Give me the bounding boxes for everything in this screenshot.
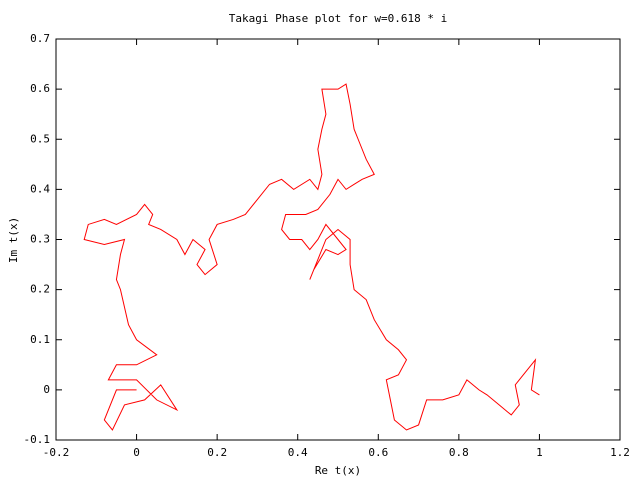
y-tick-label: 0 <box>43 383 50 396</box>
x-tick-label: 0.4 <box>288 446 308 459</box>
y-axis-label: Im t(x) <box>7 217 20 263</box>
y-tick-label: 0.4 <box>30 182 50 195</box>
x-tick-label: 0.8 <box>449 446 469 459</box>
y-tick-label: 0.2 <box>30 283 50 296</box>
y-tick-label: 0.1 <box>30 333 50 346</box>
chart-title: Takagi Phase plot for w=0.618 * i <box>229 12 448 25</box>
x-tick-label: 0.2 <box>207 446 227 459</box>
x-tick-label: 1.2 <box>610 446 630 459</box>
y-tick-label: 0.6 <box>30 82 50 95</box>
x-axis-label: Re t(x) <box>315 464 361 477</box>
x-tick-label: 0 <box>133 446 140 459</box>
x-tick-label: -0.2 <box>43 446 70 459</box>
x-tick-label: 0.6 <box>368 446 388 459</box>
curve <box>83 83 540 431</box>
y-tick-label: 0.3 <box>30 233 50 246</box>
y-tick-label: -0.1 <box>24 433 51 446</box>
y-tick-label: 0.5 <box>30 132 50 145</box>
y-tick-label: 0.7 <box>30 32 50 45</box>
x-tick-label: 1 <box>536 446 543 459</box>
